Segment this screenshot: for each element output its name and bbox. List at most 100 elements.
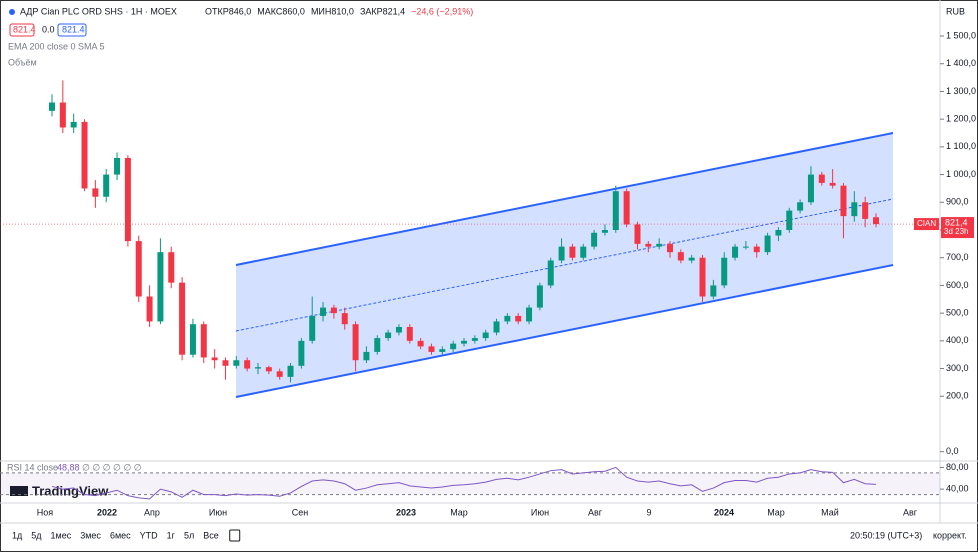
y-tick-label: 500,0 [946,308,969,318]
candle-body [580,246,587,258]
candle-body [146,296,153,322]
y-tick-label: 1 500,0 [946,30,976,40]
candle-body [309,315,316,341]
candle-body [667,243,673,253]
quote-ask: 821.4 [62,24,85,34]
symbol-tag-label: CIAN [917,219,936,228]
quote-box [57,23,87,37]
quote-spread: 0.0 [42,24,55,34]
price-tag-label: 821,4 [945,217,968,227]
candle-body [688,257,695,261]
candle-body [49,102,55,111]
range-button[interactable]: 3мес [80,530,101,540]
y-tick-label: 1 100,0 [946,141,976,151]
candle-body [189,324,196,355]
candle-body [612,191,619,230]
candle-body [764,235,771,253]
ohlc-legend: ОТКР846,0 [205,6,251,16]
x-tick-label: Июн [209,507,227,517]
symbol-title[interactable]: АДР Cian PLC ORD SHS · 1Н · MOEX [20,6,177,16]
candle-body [873,217,879,225]
candle-body [439,349,446,352]
y-tick-label: 900,0 [946,197,969,207]
candle-body [656,243,663,247]
candle-body [450,343,457,350]
y-tick-label: 700,0 [946,252,969,262]
rsi-line [51,466,877,500]
candle-body [114,157,121,175]
range-button[interactable]: 6мес [110,530,131,540]
ohlc-legend: −24,6 (−2,91%) [411,6,473,16]
rsi-extra: ∅ ∅ ∅ ∅ ∅ ∅ [82,462,142,472]
range-button[interactable]: 1г [167,530,176,540]
candle-body [222,360,229,366]
candle-body [851,202,858,217]
candle-body [645,243,652,247]
rsi-value: 48,88 [57,462,80,472]
candle-body [298,340,305,366]
candle-body [699,257,706,297]
candle-body [591,232,598,247]
candle-body [569,246,576,258]
candle-body [710,285,717,297]
candle-body [428,346,435,352]
candle-body [807,174,814,203]
ohlc-legend: МИН810,0 [311,6,354,16]
y-tick-label: 1 300,0 [946,86,976,96]
x-tick-label: Мар [450,507,468,517]
quote-box [9,23,35,37]
candle-body [526,307,533,322]
currency[interactable]: RUB [946,6,965,16]
range-button[interactable]: 1д [12,530,23,540]
clock[interactable]: 20:50:19 (UTC+3) [850,530,922,540]
channel-upper [235,132,894,266]
candle-body [558,246,565,261]
candle-body [330,307,337,314]
range-button[interactable]: YTD [140,530,159,540]
candle-body [103,174,110,197]
candle-body [211,357,218,361]
candle-body [818,174,825,183]
candle-body [786,210,793,230]
symbol-tag [914,218,939,231]
candle-body [482,332,489,339]
y-tick-label: 300,0 [946,363,969,373]
candle-body [395,326,402,333]
candle-body [320,307,327,316]
range-button[interactable]: 5д [31,530,42,540]
x-tick-label: Сен [292,507,309,517]
candle-body [92,188,99,197]
channel-mid [235,198,894,332]
price-tag [941,217,974,239]
indicator-label[interactable]: Объём [8,57,37,67]
candle-body [244,360,251,369]
date-range-icon[interactable] [229,529,241,542]
candle-body [168,252,175,283]
y-tick-label: 1 200,0 [946,114,976,124]
x-tick-label: 2022 [97,507,117,517]
candle-body [862,202,869,219]
candle-body [601,230,608,233]
candle-body [732,246,739,258]
symbol-icon [9,9,15,15]
channel-lower [235,264,894,398]
range-button[interactable]: 1мес [51,530,72,540]
candle-body [753,246,760,253]
candle-body [623,191,630,225]
x-tick-label: 9 [646,507,651,517]
x-tick-label: Май [821,507,839,517]
candle-body [461,340,467,344]
indicator-label[interactable]: EMA 200 close 0 SMA 5 [8,41,105,51]
rsi-tick-label: 40,00 [946,484,969,494]
y-tick-label: 1 400,0 [946,58,976,68]
adjust[interactable]: коррект. [933,530,967,540]
range-button[interactable]: 5л [184,530,194,540]
range-button[interactable]: Все [203,530,219,540]
candle-body [840,185,847,217]
candle-body [179,282,186,355]
rsi-tick-label: 80,00 [946,462,969,472]
candle-body [634,224,641,244]
candle-body [265,367,272,372]
candle-body [493,321,500,333]
